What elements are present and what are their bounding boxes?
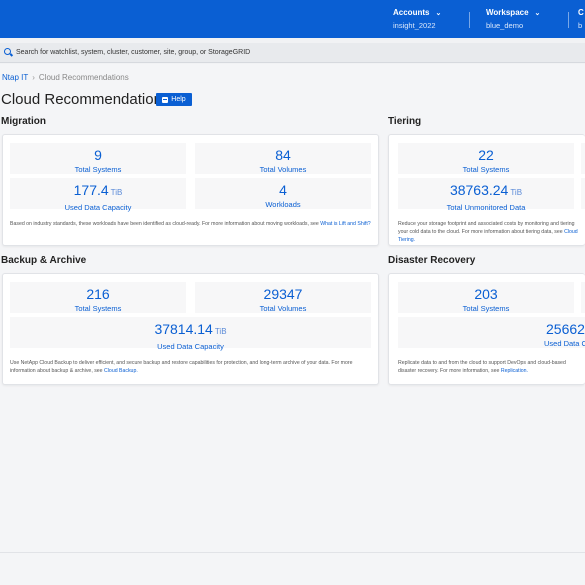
tiering-description-link[interactable]: Cloud Tiering. — [398, 229, 578, 243]
backup-title: Backup & Archive — [1, 255, 87, 266]
migration-total-volumes[interactable]: 84 Total Volumes — [195, 143, 371, 174]
migration-workloads-value: 4 — [279, 182, 287, 198]
divider — [568, 12, 569, 28]
tiering-total-systems-value: 22 — [478, 147, 494, 163]
dr-description-text: Replicate data to and from the cloud to … — [398, 360, 566, 374]
breadcrumb-current: Cloud Recommendations — [38, 73, 129, 82]
backup-total-volumes-value: 29347 — [263, 286, 303, 302]
migration-total-volumes-value: 84 — [275, 147, 291, 163]
tiering-unmonitored-data[interactable]: 38763.24 TiB Total Unmonitored Data — [398, 178, 574, 212]
tiering-description-text: Reduce your storage footprint and associ… — [398, 221, 575, 235]
dr-total-systems-value: 203 — [474, 286, 498, 302]
accounts-label: Accounts — [393, 8, 430, 17]
dr-used-capacity-label: Used Data C — [544, 339, 585, 348]
third-selector[interactable]: C b — [578, 8, 584, 30]
tiering-description: Reduce your storage footprint and associ… — [398, 220, 584, 244]
workspace-selector[interactable]: Workspace ⌄ blue_demo — [486, 8, 540, 30]
migration-title: Migration — [1, 116, 46, 127]
backup-total-volumes-label: Total Volumes — [259, 304, 307, 313]
backup-used-capacity-unit: TiB — [214, 327, 227, 336]
tiering-tile-partial — [581, 178, 585, 209]
page-title: Cloud Recommendations — [1, 91, 170, 108]
search-input[interactable]: Search for watchlist, system, cluster, c… — [16, 49, 251, 56]
backup-card: 216 Total Systems 29347 Total Volumes 37… — [2, 273, 379, 385]
search-icon — [4, 48, 13, 57]
tiering-title: Tiering — [388, 116, 422, 127]
backup-used-capacity[interactable]: 37814.14 TiB Used Data Capacity — [10, 317, 371, 351]
dr-title: Disaster Recovery — [388, 255, 476, 266]
chevron-down-icon: ⌄ — [435, 9, 442, 17]
backup-used-capacity-label: Used Data Capacity — [157, 342, 224, 351]
tiering-unmonitored-label: Total Unmonitored Data — [446, 203, 526, 212]
global-search-bar[interactable]: Search for watchlist, system, cluster, c… — [0, 43, 585, 63]
dr-total-systems[interactable]: 203 Total Systems — [398, 282, 574, 313]
dr-total-systems-label: Total Systems — [462, 304, 510, 313]
help-button-label: Help — [171, 96, 186, 103]
footer — [0, 552, 585, 585]
main-content: Ntap IT › Cloud Recommendations Cloud Reco… — [0, 64, 585, 552]
book-icon — [162, 96, 169, 103]
migration-card: 9 Total Systems 84 Total Volumes 177.4 Ti… — [2, 134, 379, 246]
backup-description: Use NetApp Cloud Backup to deliver effic… — [10, 359, 372, 375]
tiering-total-systems[interactable]: 22 Total Systems — [398, 143, 574, 174]
migration-total-systems-label: Total Systems — [74, 165, 122, 174]
migration-total-volumes-label: Total Volumes — [259, 165, 307, 174]
workspace-label: Workspace — [486, 8, 529, 17]
migration-description-link[interactable]: What is Lift and Shift? — [320, 221, 371, 227]
migration-description: Based on industry standards, these workl… — [10, 220, 372, 228]
tiering-card: 22 Total Systems 38763.24 TiB Total Unmon… — [388, 134, 585, 246]
dr-used-capacity[interactable]: 25662 Used Data C — [398, 317, 585, 348]
dr-used-capacity-value: 25662 — [546, 321, 585, 337]
dr-description: Replicate data to and from the cloud to … — [398, 359, 584, 375]
backup-total-systems[interactable]: 216 Total Systems — [10, 282, 186, 313]
backup-total-systems-value: 216 — [86, 286, 110, 302]
chevron-down-icon: ⌄ — [534, 9, 541, 17]
migration-total-systems-value: 9 — [94, 147, 102, 163]
backup-description-text: Use NetApp Cloud Backup to deliver effic… — [10, 360, 353, 374]
workspace-value: blue_demo — [486, 21, 524, 30]
third-label: C — [578, 8, 584, 17]
dr-card: 203 Total Systems 25662 Used Data C Repl… — [388, 273, 585, 385]
tiering-unmonitored-unit: TiB — [510, 188, 523, 197]
accounts-selector[interactable]: Accounts ⌄ insight_2022 — [393, 8, 441, 30]
migration-total-systems[interactable]: 9 Total Systems — [10, 143, 186, 174]
backup-description-link[interactable]: Cloud Backup. — [104, 368, 138, 374]
backup-used-capacity-value: 37814.14 — [154, 321, 213, 337]
backup-total-systems-label: Total Systems — [74, 304, 122, 313]
chevron-right-icon: › — [32, 73, 35, 82]
migration-used-capacity-value: 177.4 — [73, 182, 109, 198]
divider — [469, 12, 470, 28]
migration-description-text: Based on industry standards, these workl… — [10, 221, 319, 227]
migration-workloads-label: Workloads — [265, 200, 301, 209]
breadcrumb: Ntap IT › Cloud Recommendations — [2, 73, 129, 82]
help-button[interactable]: Help — [156, 93, 192, 106]
tiering-tile-partial — [581, 143, 585, 174]
dr-tile-partial — [581, 282, 585, 313]
accounts-value: insight_2022 — [393, 21, 436, 30]
migration-used-capacity-label: Used Data Capacity — [64, 203, 132, 212]
migration-workloads[interactable]: 4 Workloads — [195, 178, 371, 209]
migration-used-capacity[interactable]: 177.4 TiB Used Data Capacity — [10, 178, 186, 212]
tiering-total-systems-label: Total Systems — [462, 165, 510, 174]
top-bar: Accounts ⌄ insight_2022 Workspace ⌄ blue_d… — [0, 0, 585, 38]
dr-description-link[interactable]: Replication. — [500, 368, 528, 374]
tiering-unmonitored-value: 38763.24 — [449, 182, 509, 198]
third-value: b — [578, 21, 583, 30]
breadcrumb-root[interactable]: Ntap IT — [2, 73, 29, 82]
migration-used-capacity-unit: TiB — [110, 188, 123, 197]
backup-total-volumes[interactable]: 29347 Total Volumes — [195, 282, 371, 313]
